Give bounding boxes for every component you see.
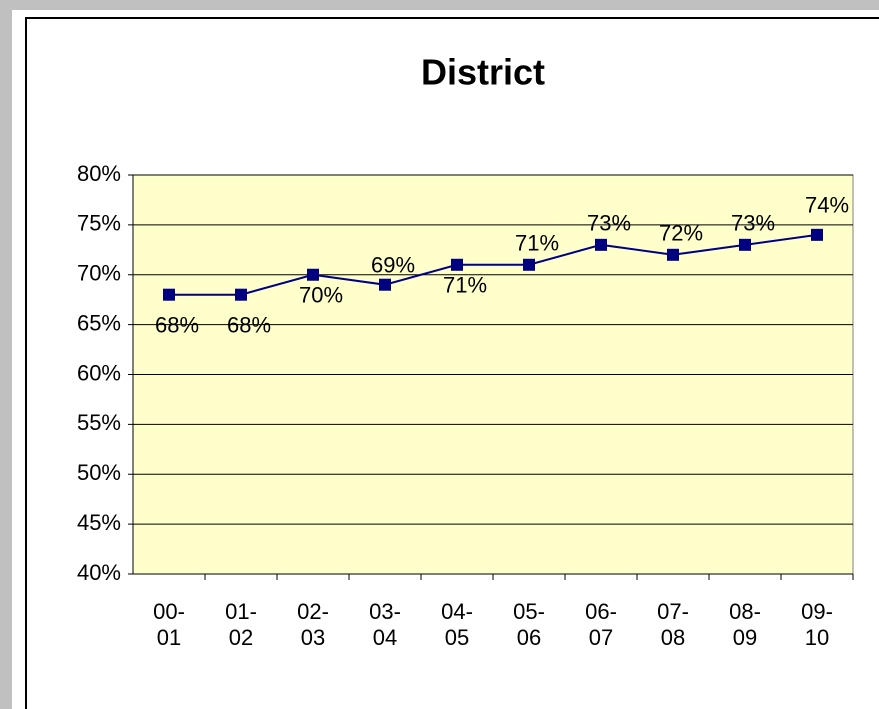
- x-tick-label: 02-03: [297, 599, 329, 650]
- data-point: [523, 258, 535, 271]
- data-point: [163, 288, 175, 301]
- y-tick-label: 65%: [77, 310, 121, 335]
- data-label: 68%: [227, 313, 271, 338]
- data-label: 70%: [299, 283, 343, 308]
- x-tick-label: 01-02: [225, 599, 257, 650]
- data-point: [379, 278, 391, 291]
- data-label: 71%: [515, 231, 559, 256]
- data-label: 68%: [155, 313, 199, 338]
- x-tick-label: 03-04: [369, 599, 401, 650]
- data-label: 73%: [587, 211, 631, 236]
- x-tick-label: 00-01: [153, 599, 185, 650]
- y-tick-label: 80%: [77, 161, 121, 186]
- y-tick-label: 70%: [77, 261, 121, 286]
- frame-top: [0, 0, 879, 10]
- chart-title: District: [421, 52, 545, 93]
- data-point: [235, 288, 247, 301]
- x-tick-label: 06-07: [585, 599, 617, 650]
- y-tick-label: 75%: [77, 211, 121, 236]
- frame-left: [0, 0, 12, 709]
- data-label: 73%: [731, 211, 775, 236]
- x-tick-label: 05-06: [513, 599, 545, 650]
- data-line: [169, 233, 818, 296]
- data-point: [667, 248, 679, 261]
- data-point: [451, 258, 463, 271]
- x-tick-label: 09-10: [801, 599, 833, 650]
- y-tick-label: 45%: [77, 510, 121, 535]
- x-tick-label: 04-05: [441, 599, 473, 650]
- data-point: [595, 238, 607, 251]
- data-point: [811, 228, 823, 241]
- data-label: 71%: [443, 273, 487, 298]
- data-label: 69%: [371, 253, 415, 278]
- y-tick-label: 60%: [77, 360, 121, 385]
- y-tick-label: 50%: [77, 460, 121, 485]
- data-label: 74%: [805, 193, 849, 218]
- data-point: [739, 238, 751, 251]
- x-tick-label: 07-08: [657, 599, 689, 650]
- y-tick-label: 55%: [77, 410, 121, 435]
- y-tick-label: 40%: [77, 560, 121, 585]
- data-label: 72%: [659, 221, 703, 246]
- x-tick-label: 08-09: [729, 599, 761, 650]
- data-point: [307, 268, 319, 281]
